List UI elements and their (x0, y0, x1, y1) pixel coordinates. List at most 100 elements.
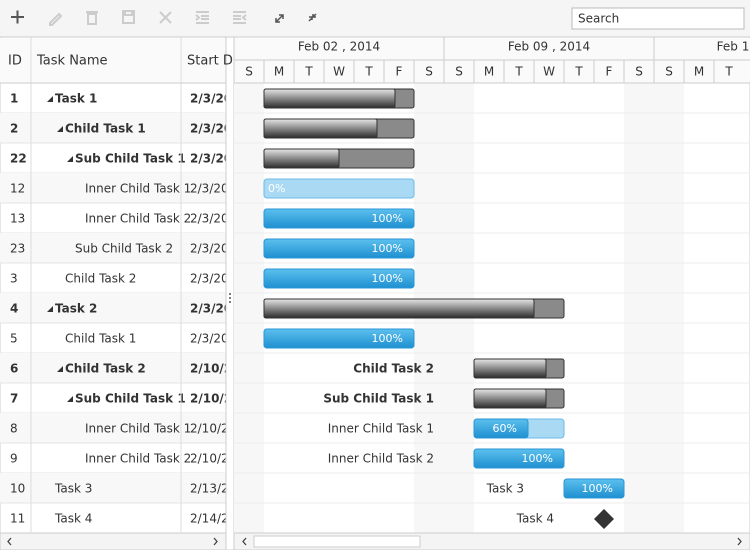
bar-name-label: Sub Child Task 1 (323, 392, 434, 406)
task-name: Child Task 1 (65, 122, 146, 136)
day-label: S (245, 65, 253, 79)
task-name: Sub Child Task 2 (75, 242, 173, 256)
edit-icon[interactable] (49, 12, 63, 26)
day-label: T (304, 65, 313, 79)
expander[interactable] (67, 396, 73, 402)
task-id: 4 (10, 302, 18, 316)
save-icon[interactable] (122, 10, 135, 24)
task-start: 2/3/20 (190, 272, 229, 286)
day-label: M (274, 65, 284, 79)
bar-name-label: Inner Child Task 1 (328, 422, 434, 436)
row-alt-bg (0, 353, 226, 383)
delete-icon[interactable] (86, 11, 98, 25)
collapse-icon[interactable] (308, 13, 317, 22)
task-name: Inner Child Task 1 (85, 182, 191, 196)
outdent-icon[interactable] (233, 11, 247, 24)
scroll-thumb[interactable] (253, 535, 421, 548)
task-start: 2/10/2 (190, 392, 232, 406)
weekend-shade (624, 83, 654, 533)
task-name: Task 4 (54, 512, 92, 526)
task-id: 10 (10, 482, 25, 496)
day-label: T (724, 65, 733, 79)
task-bar-progress (473, 418, 529, 439)
progress-label: 100% (582, 482, 613, 495)
expander[interactable] (57, 126, 63, 132)
h-scrollbar-left[interactable] (0, 532, 227, 550)
task-name: Child Task 1 (65, 332, 136, 346)
expander[interactable] (67, 156, 73, 162)
progress-label: 100% (372, 272, 403, 285)
task-id: 1 (10, 92, 18, 106)
row-alt-bg (0, 293, 226, 323)
week-label: Feb 09 , 2014 (508, 40, 590, 54)
week-label: Feb 02 , 2014 (298, 40, 380, 54)
task-id: 12 (10, 182, 25, 196)
parent-bar-progress (263, 298, 535, 319)
expander[interactable] (57, 366, 63, 372)
day-label: T (574, 65, 583, 79)
splitter-dots (229, 293, 231, 303)
search-box[interactable] (571, 7, 745, 30)
row-alt-bg (0, 113, 226, 143)
day-label: M (694, 65, 704, 79)
day-label: F (606, 65, 613, 79)
day-label: W (543, 65, 555, 79)
task-id: 6 (10, 362, 18, 376)
progress-label: 100% (522, 452, 553, 465)
task-start: 2/10/2 (190, 362, 232, 376)
task-id: 3 (10, 272, 18, 286)
task-name: Task 3 (54, 482, 92, 496)
row-alt-bg (0, 233, 226, 263)
bar-name-label: Inner Child Task 2 (328, 452, 434, 466)
expander[interactable] (47, 96, 53, 102)
progress-label: 100% (372, 212, 403, 225)
chart-body: Feb 02 , 2014 Feb 09 , 2014 Feb 1 S M T W T F S S M… (234, 37, 750, 533)
expander[interactable] (47, 306, 53, 312)
task-start: 2/3/20 (190, 212, 229, 226)
row-alt-bg (0, 413, 226, 443)
task-name: Task 1 (55, 92, 97, 106)
day-label: S (635, 65, 643, 79)
day-label: T (514, 65, 523, 79)
weekend-shade (654, 83, 684, 533)
add-icon[interactable] (11, 10, 24, 24)
search-placeholder: Search (578, 12, 619, 26)
column-header: Task Name (36, 54, 108, 69)
row-alt-bg (0, 173, 226, 203)
row-alt-bg (0, 473, 226, 503)
task-id: 22 (10, 152, 27, 166)
parent-bar-progress (263, 148, 340, 169)
task-bar-progress (473, 448, 565, 469)
task-start: 2/13/2 (190, 482, 229, 496)
grid-header (0, 38, 226, 83)
progress-label: 60% (493, 422, 517, 435)
expand-icon[interactable] (275, 14, 284, 23)
progress-label: 100% (372, 332, 403, 345)
task-name: Inner Child Task 2 (85, 452, 191, 466)
task-start: 2/14/2 (190, 512, 229, 526)
day-label: T (364, 65, 373, 79)
weekend-shade (234, 83, 264, 533)
task-start: 2/10/2 (190, 452, 229, 466)
task-id: 11 (10, 512, 25, 526)
task-name: Inner Child Task 1 (85, 422, 191, 436)
task-bar-progress (563, 478, 625, 499)
progress-label: 100% (372, 242, 403, 255)
task-start: 2/3/20 (190, 182, 229, 196)
indent-icon[interactable] (195, 11, 209, 24)
task-id: 9 (10, 452, 18, 466)
task-start: 2/3/20 (190, 242, 229, 256)
task-id: 2 (10, 122, 18, 136)
task-start: 2/10/2 (190, 422, 229, 436)
task-start: 2/3/20 (190, 122, 232, 136)
parent-bar-progress (263, 118, 378, 139)
day-label: S (665, 65, 673, 79)
task-name: Child Task 2 (65, 362, 146, 376)
bar-name-label: Task 3 (486, 482, 524, 496)
scroll-arrows (7, 537, 742, 546)
cancel-icon[interactable] (159, 11, 172, 24)
day-label: M (484, 65, 494, 79)
parent-bar-progress (473, 388, 547, 409)
